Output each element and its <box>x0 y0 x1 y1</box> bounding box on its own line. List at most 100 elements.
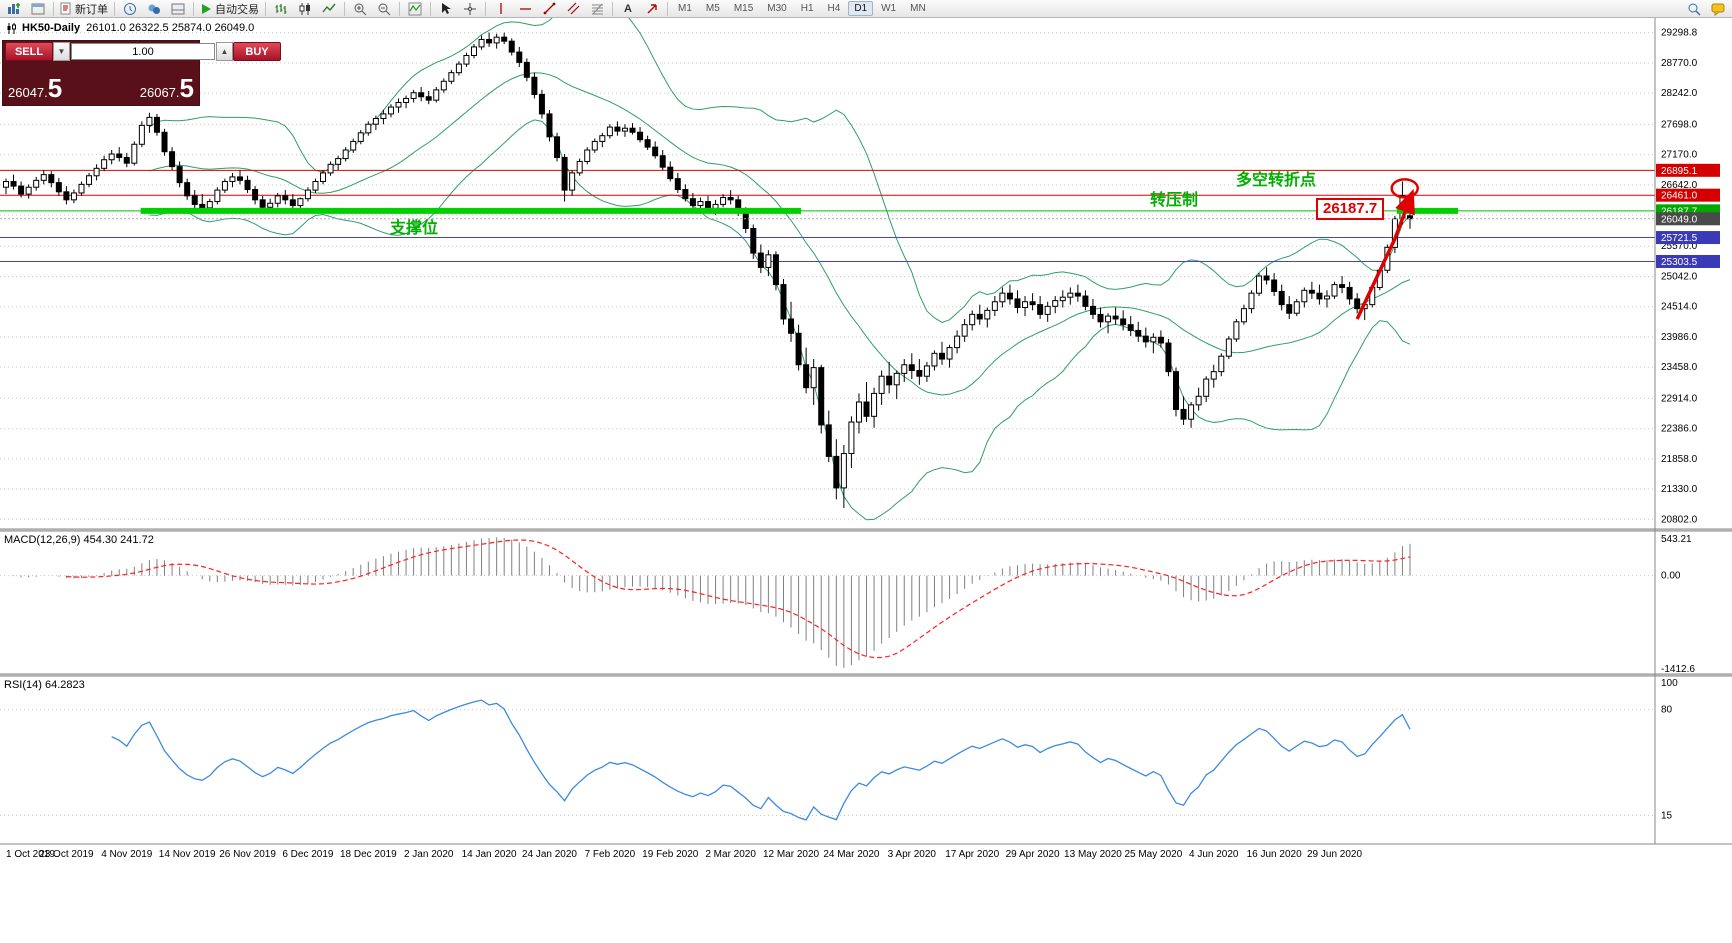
svg-text:0.00: 0.00 <box>1661 571 1681 582</box>
svg-text:15: 15 <box>1661 811 1673 822</box>
rsi-panel: 100 80 15 <box>0 678 1678 822</box>
price-badges-layer: 26895.1 26461.0 26187.7 25721.5 25303.5 26049… <box>1656 163 1720 268</box>
chart-area: 29298.8 28770.0 28242.0 27698.0 27170.0 26642… <box>0 18 1732 943</box>
chart-icon <box>7 22 16 34</box>
price-level-box[interactable]: 26187.7 <box>1316 198 1385 220</box>
toolbar-separator <box>430 1 431 16</box>
price-badge <box>1656 163 1720 177</box>
svg-text:543.21: 543.21 <box>1661 534 1692 545</box>
search-icon[interactable] <box>1682 0 1706 18</box>
text-icon[interactable]: A <box>624 2 632 15</box>
equidistant-channel-icon[interactable] <box>561 0 585 18</box>
lot-size-input[interactable] <box>71 43 215 60</box>
support-annotation[interactable]: 支撑位 <box>390 220 439 237</box>
new-chart-icon[interactable] <box>2 0 26 18</box>
panel-splitter[interactable] <box>0 529 1732 531</box>
new-order-button[interactable]: 新订单 <box>57 0 111 18</box>
crosshair-icon[interactable] <box>458 0 482 18</box>
terminal-icon[interactable] <box>166 0 190 18</box>
autotrading-label: 自动交易 <box>215 3 259 16</box>
timeframe-button-m5[interactable]: M5 <box>705 3 720 14</box>
svg-text:21330.0: 21330.0 <box>1661 484 1698 495</box>
candlestick-chart-icon[interactable] <box>293 0 317 18</box>
svg-text:28242.0: 28242.0 <box>1661 88 1698 99</box>
new-order-label: 新订单 <box>75 3 108 16</box>
svg-text:25042.0: 25042.0 <box>1661 271 1698 282</box>
candles-layer <box>3 32 1413 508</box>
toolbar: 新订单 自动交易 <box>0 0 1732 18</box>
timeframe-button-d1[interactable]: D1 <box>848 1 874 16</box>
price-chart-svg[interactable]: 29298.8 28770.0 28242.0 27698.0 27170.0 26642… <box>0 18 1732 943</box>
svg-text:24514.0: 24514.0 <box>1661 302 1698 313</box>
svg-text:2 Jan 2020: 2 Jan 2020 <box>404 849 454 860</box>
svg-text:26187.7: 26187.7 <box>1661 206 1698 217</box>
svg-text:17 Apr 2020: 17 Apr 2020 <box>945 849 999 860</box>
timeframe-group: M1 M5 M15 M30 H1 H4 D1 W1 MN <box>671 1 933 16</box>
svg-text:25 May 2020: 25 May 2020 <box>1124 849 1182 860</box>
line-chart-icon[interactable] <box>317 0 341 18</box>
zoom-in-icon[interactable] <box>348 0 372 18</box>
macd-signal-line <box>66 539 1411 659</box>
svg-text:4 Nov 2019: 4 Nov 2019 <box>101 849 153 860</box>
timeframe-button-h1[interactable]: H1 <box>800 3 814 14</box>
timeframe-button-m15[interactable]: M15 <box>733 3 754 14</box>
svg-text:13 May 2020: 13 May 2020 <box>1064 849 1122 860</box>
sell-button[interactable]: SELL <box>5 42 53 61</box>
svg-text:25303.5: 25303.5 <box>1661 257 1698 268</box>
lot-increase-button[interactable]: ▲ <box>216 42 233 61</box>
svg-text:26895.1: 26895.1 <box>1661 166 1698 177</box>
timeframe-button-mn[interactable]: MN <box>910 3 926 14</box>
resistance-annotation[interactable]: 转压制 <box>1150 192 1199 209</box>
chart-title: HK50-Daily 26101.0 26322.5 25874.0 26049… <box>6 22 254 34</box>
svg-text:7 Feb 2020: 7 Feb 2020 <box>585 849 636 860</box>
svg-text:23986.0: 23986.0 <box>1661 332 1698 343</box>
autotrading-button[interactable]: 自动交易 <box>197 0 262 18</box>
indicators-icon[interactable] <box>403 0 427 18</box>
svg-text:18 Dec 2019: 18 Dec 2019 <box>340 849 397 860</box>
svg-text:14 Jan 2020: 14 Jan 2020 <box>462 849 517 860</box>
highlight-circle[interactable] <box>1390 178 1419 199</box>
arrow-tool-icon[interactable] <box>640 0 664 18</box>
cursor-icon[interactable] <box>434 0 458 18</box>
price-badge <box>1656 188 1720 202</box>
svg-text:24 Mar 2020: 24 Mar 2020 <box>823 849 880 860</box>
panel-splitter[interactable] <box>0 674 1732 676</box>
horizontal-line-icon[interactable] <box>513 0 537 18</box>
lot-decrease-button[interactable]: ▼ <box>53 42 70 61</box>
toolbar-separator <box>53 1 54 16</box>
navigator-icon[interactable] <box>142 0 166 18</box>
profiles-icon[interactable] <box>26 0 50 18</box>
toolbar-separator <box>667 1 668 16</box>
svg-text:23 Oct 2019: 23 Oct 2019 <box>39 849 94 860</box>
bar-chart-icon[interactable] <box>269 0 293 18</box>
vertical-line-icon[interactable] <box>489 0 513 18</box>
svg-text:4 Jun 2020: 4 Jun 2020 <box>1189 849 1239 860</box>
svg-text:26642.0: 26642.0 <box>1661 180 1698 191</box>
price-badge <box>1656 231 1720 245</box>
trend-arrow[interactable] <box>1355 188 1415 320</box>
ask-price: 26067.5 <box>139 73 194 103</box>
timeframe-button-m30[interactable]: M30 <box>767 3 787 14</box>
svg-text:27698.0: 27698.0 <box>1661 119 1698 130</box>
trade-panel-controls: SELL ▼ ▲ BUY <box>3 41 281 62</box>
trendline-icon[interactable] <box>537 0 561 18</box>
zoom-out-icon[interactable] <box>372 0 396 18</box>
fibonacci-icon[interactable] <box>585 0 609 18</box>
chat-icon[interactable] <box>1706 0 1730 18</box>
svg-text:1 Oct 2019: 1 Oct 2019 <box>6 849 55 860</box>
svg-text:25570.0: 25570.0 <box>1661 241 1698 252</box>
timeframe-button-m1[interactable]: M1 <box>678 3 692 14</box>
svg-text:24 Jan 2020: 24 Jan 2020 <box>522 849 577 860</box>
svg-text:3 Apr 2020: 3 Apr 2020 <box>888 849 937 860</box>
svg-text:20802.0: 20802.0 <box>1661 514 1698 525</box>
timeframe-button-w1[interactable]: W1 <box>881 3 897 14</box>
market-watch-icon[interactable] <box>118 0 142 18</box>
turning-point-annotation[interactable]: 多空转折点 <box>1236 172 1317 189</box>
toolbar-separator <box>114 1 115 16</box>
timeframe-button-h4[interactable]: H4 <box>827 3 841 14</box>
toolbar-separator <box>399 1 400 16</box>
toolbar-separator <box>265 1 266 16</box>
buy-button[interactable]: BUY <box>233 42 281 61</box>
